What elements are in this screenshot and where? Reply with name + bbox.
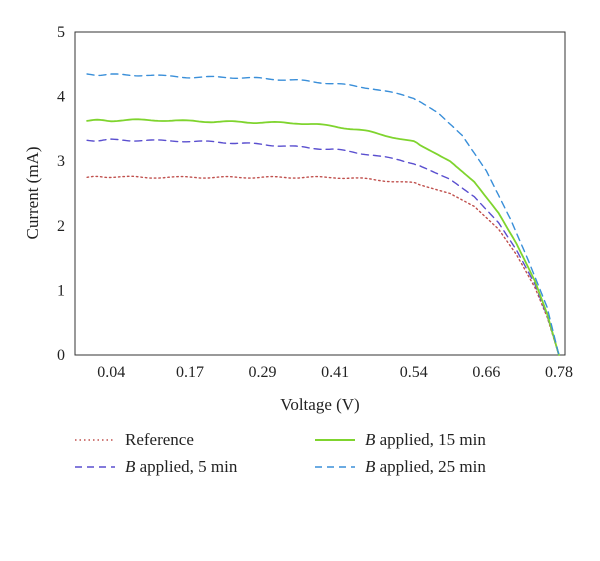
legend-label-text: Reference xyxy=(125,430,194,449)
y-tick-label: 3 xyxy=(57,153,65,170)
x-axis-title: Voltage (V) xyxy=(280,395,359,414)
y-tick-label: 2 xyxy=(57,218,65,235)
x-tick-label: 0.66 xyxy=(472,364,500,381)
y-axis-title: Current (mA) xyxy=(23,146,42,239)
legend-label: B applied, 25 min xyxy=(365,457,486,476)
series-line-3 xyxy=(86,118,560,356)
y-tick-label: 0 xyxy=(57,347,65,364)
legend-label-text: applied, 15 min xyxy=(375,430,486,449)
x-tick-label: 0.41 xyxy=(321,364,349,381)
x-tick-label: 0.78 xyxy=(545,364,573,381)
series-line-4 xyxy=(86,73,560,356)
series-line-1 xyxy=(86,175,560,356)
legend-label-text: applied, 5 min xyxy=(135,457,237,476)
legend-label: B applied, 5 min xyxy=(125,457,238,476)
y-tick-label: 1 xyxy=(57,282,65,299)
x-tick-label: 0.54 xyxy=(400,364,428,381)
legend-label: Reference xyxy=(125,430,194,449)
legend-label-italic: B xyxy=(125,457,136,476)
y-tick-label: 5 xyxy=(57,24,65,41)
series-line-2 xyxy=(86,138,560,356)
plot-area-frame xyxy=(74,31,566,356)
x-tick-label: 0.17 xyxy=(176,364,204,381)
legend-label-text: applied, 25 min xyxy=(375,457,486,476)
x-tick-label: 0.04 xyxy=(97,364,125,381)
legend-label-italic: B xyxy=(365,430,376,449)
y-tick-label: 4 xyxy=(57,89,65,106)
legend-label: B applied, 15 min xyxy=(365,430,486,449)
x-tick-label: 0.29 xyxy=(249,364,277,381)
legend-label-italic: B xyxy=(365,457,376,476)
